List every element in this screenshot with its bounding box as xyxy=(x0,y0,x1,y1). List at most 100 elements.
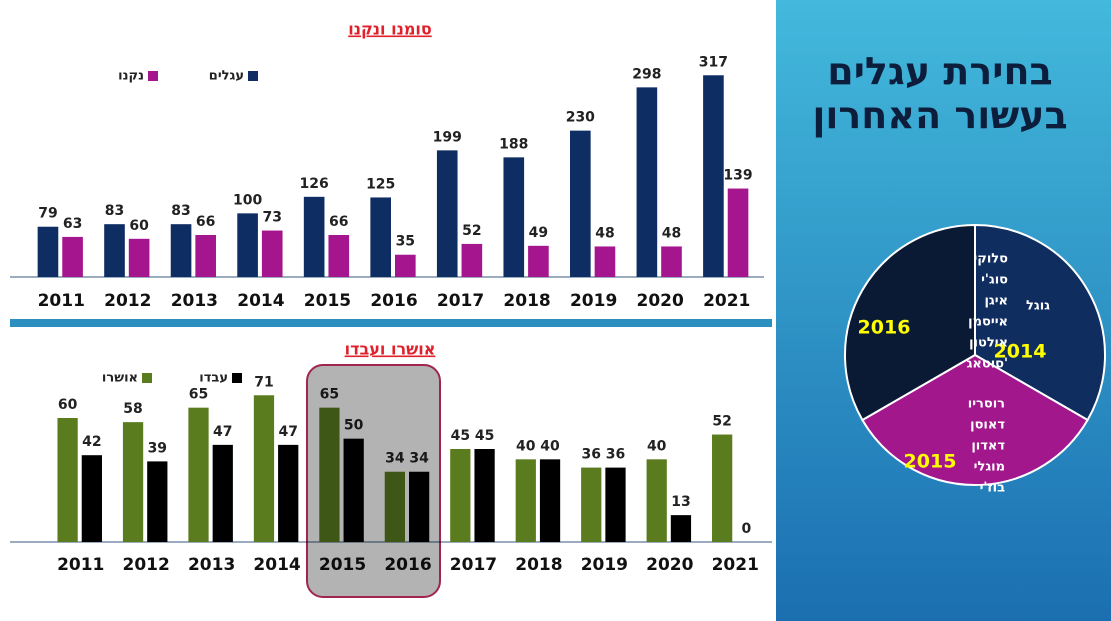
bar xyxy=(212,444,233,542)
x-tick-label: 2017 xyxy=(450,555,497,575)
bar xyxy=(62,236,83,277)
value-label: 52 xyxy=(462,223,481,239)
chart-title: אושרו ועבדו xyxy=(345,340,436,359)
x-tick-label: 2011 xyxy=(57,555,104,575)
bar xyxy=(170,224,192,277)
slice-name: אייסמן xyxy=(968,315,1008,330)
bar xyxy=(528,245,549,277)
bar xyxy=(104,224,125,277)
slice-name: רוסריו xyxy=(968,397,1005,412)
value-label: 45 xyxy=(451,428,470,444)
bar xyxy=(515,459,536,542)
x-tick-label: 2020 xyxy=(637,291,684,311)
value-label: 52 xyxy=(712,414,731,430)
value-label: 42 xyxy=(82,434,101,450)
value-label: 126 xyxy=(300,176,329,192)
bar xyxy=(450,449,471,542)
bar xyxy=(128,238,150,277)
bar xyxy=(122,422,144,542)
legend-label: עגלים xyxy=(209,69,244,84)
x-tick-label: 2018 xyxy=(515,555,562,575)
value-label: 58 xyxy=(123,401,142,417)
value-label: 36 xyxy=(606,447,625,463)
x-tick-label: 2017 xyxy=(437,291,484,311)
slice-name: מוגלי xyxy=(974,460,1005,475)
value-label: 79 xyxy=(38,206,57,222)
x-tick-label: 2011 xyxy=(38,291,85,311)
x-tick-label: 2019 xyxy=(581,555,628,575)
legend-swatch xyxy=(248,71,258,81)
bar xyxy=(188,407,209,542)
bar xyxy=(570,130,591,277)
value-label: 48 xyxy=(662,225,681,241)
value-label: 100 xyxy=(233,192,262,208)
x-tick-label: 2014 xyxy=(237,291,284,311)
bar xyxy=(605,467,626,542)
slice-year: 2014 xyxy=(994,341,1047,363)
bar xyxy=(539,459,561,542)
value-label: 63 xyxy=(63,216,82,232)
slice-name: אילטון xyxy=(969,336,1008,351)
slice-name: סוג'י xyxy=(981,273,1008,288)
value-label: 40 xyxy=(540,438,560,454)
bar xyxy=(261,230,283,277)
slice-name: איגן xyxy=(984,294,1008,309)
legend-label: עבדו xyxy=(199,371,228,386)
x-tick-label: 2013 xyxy=(171,291,218,311)
value-label: 48 xyxy=(595,225,614,241)
slice-name: גוגל xyxy=(1026,299,1050,314)
value-label: 230 xyxy=(566,110,595,126)
value-label: 60 xyxy=(129,218,149,234)
x-tick-label: 2021 xyxy=(703,291,750,311)
bar xyxy=(474,449,495,542)
value-label: 39 xyxy=(148,440,167,456)
pie-slice xyxy=(844,223,976,422)
slice-name: בוז'י xyxy=(980,481,1005,496)
value-label: 47 xyxy=(213,424,232,440)
value-label: 188 xyxy=(499,136,528,152)
bar xyxy=(328,235,350,277)
x-tick-label: 2012 xyxy=(104,291,151,311)
value-label: 66 xyxy=(196,214,215,230)
value-label: 317 xyxy=(699,54,728,70)
value-label: 35 xyxy=(396,234,415,250)
legend-label: נקנו xyxy=(118,69,144,84)
slice-year: 2015 xyxy=(904,451,957,473)
bar xyxy=(395,254,416,277)
value-label: 49 xyxy=(529,225,548,241)
bar xyxy=(646,459,667,542)
legend-swatch xyxy=(232,373,242,383)
value-label: 83 xyxy=(105,203,124,219)
bar xyxy=(370,197,391,277)
bar xyxy=(436,150,458,277)
bar xyxy=(670,515,692,542)
x-tick-label: 2012 xyxy=(123,555,170,575)
value-label: 60 xyxy=(58,397,78,413)
bar xyxy=(503,157,525,277)
value-label: 47 xyxy=(278,424,297,440)
value-label: 40 xyxy=(647,438,667,454)
value-label: 298 xyxy=(632,66,661,82)
x-tick-label: 2021 xyxy=(712,555,759,575)
pie-slice xyxy=(974,223,1106,422)
value-label: 36 xyxy=(581,447,600,463)
bar xyxy=(661,246,682,277)
x-tick-label: 2020 xyxy=(646,555,693,575)
pie-slice xyxy=(861,353,1089,486)
bar xyxy=(594,246,616,277)
slice-name: סוטאג' xyxy=(967,357,1008,372)
legend-swatch xyxy=(142,373,152,383)
bar xyxy=(195,235,216,277)
bar xyxy=(703,75,724,277)
value-label: 139 xyxy=(723,168,752,184)
slide-title: בחירת עגלים xyxy=(827,50,1052,94)
x-tick-label: 2015 xyxy=(304,291,351,311)
legend-label: אושרו xyxy=(102,371,138,386)
bar xyxy=(237,213,258,277)
chart-title: סומנו ונקנו xyxy=(348,20,432,39)
x-tick-label: 2013 xyxy=(188,555,235,575)
bar xyxy=(581,467,602,542)
bar xyxy=(712,434,733,542)
x-tick-label: 2016 xyxy=(370,291,417,311)
